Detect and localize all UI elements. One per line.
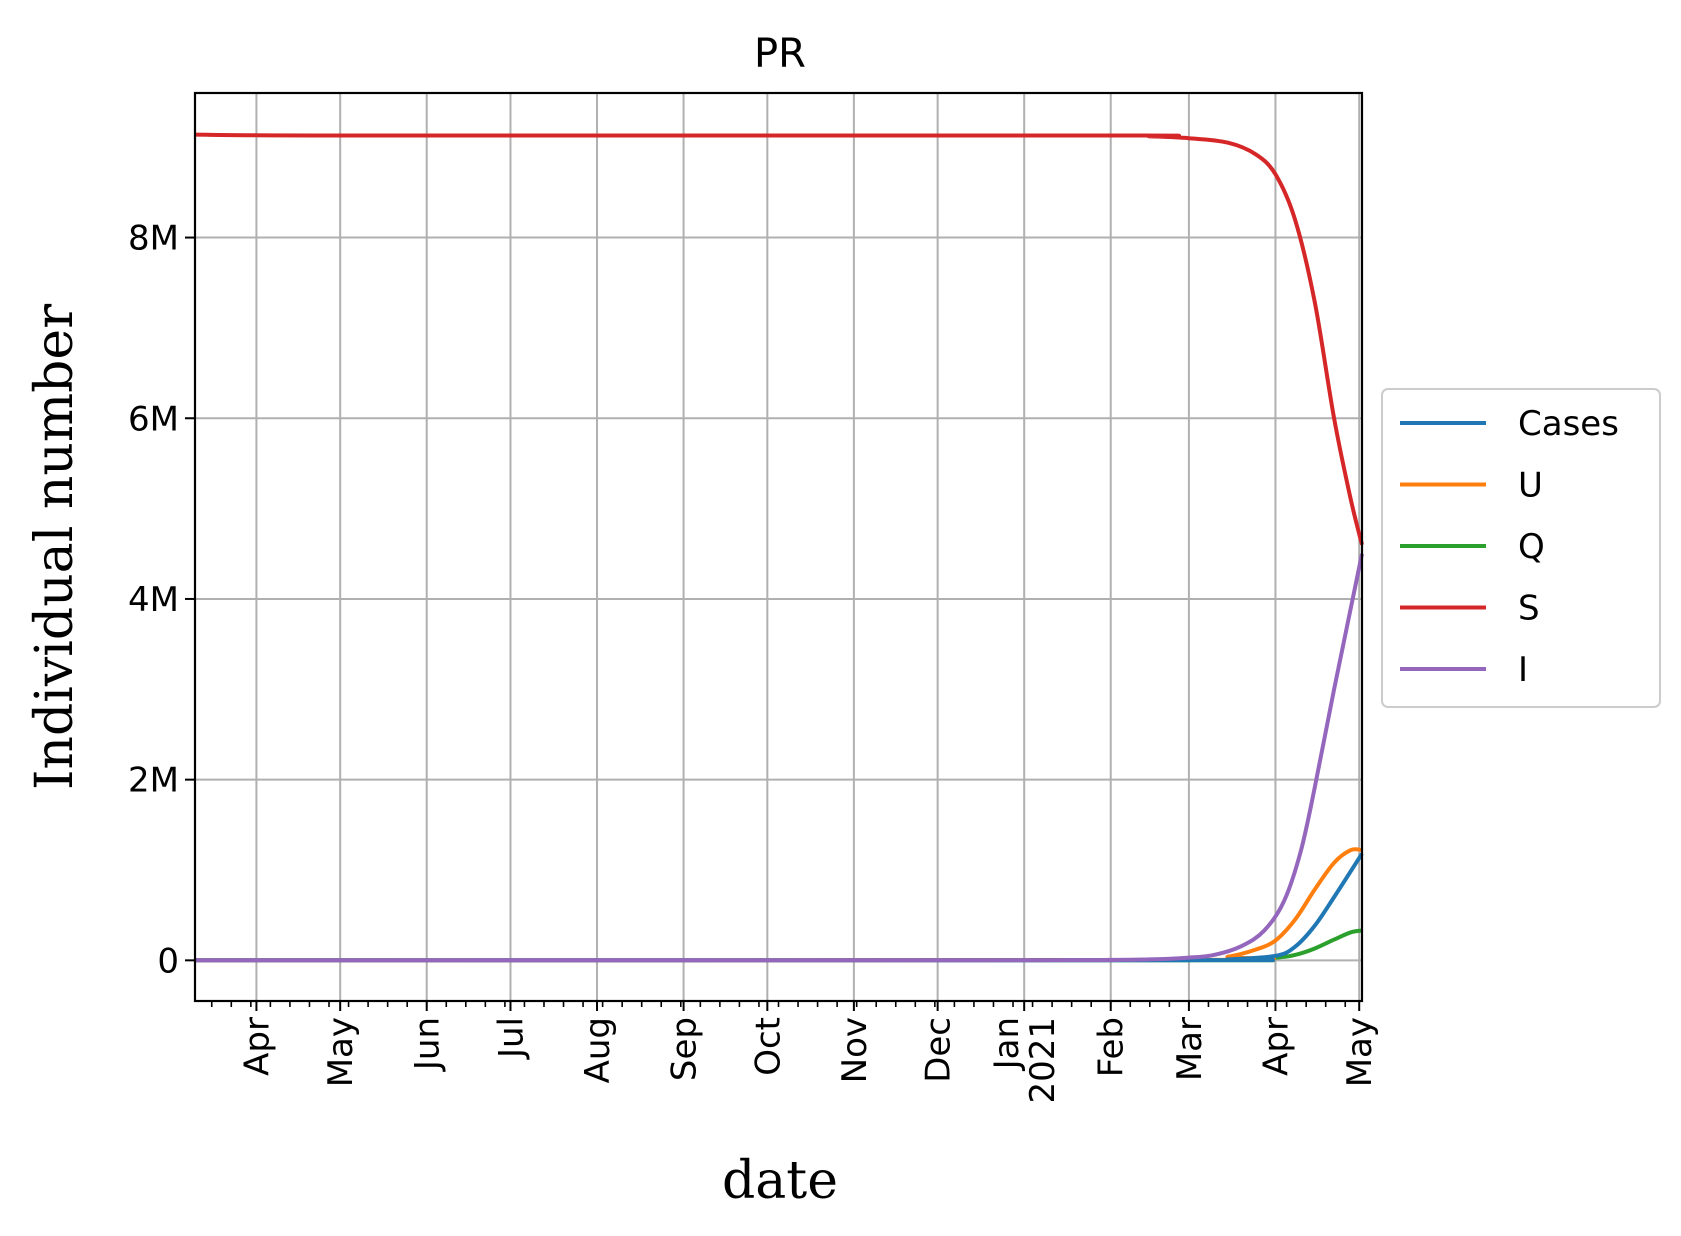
x-tick-label-line: Feb bbox=[1092, 1017, 1132, 1077]
y-tick-label: 0 bbox=[157, 941, 179, 981]
x-tick-label-line: Mar bbox=[1170, 1017, 1210, 1081]
x-tick-label-line: 2021 bbox=[1023, 1017, 1063, 1104]
x-tick-label: Nov bbox=[835, 1017, 875, 1083]
x-tick-label-line: Oct bbox=[748, 1017, 788, 1076]
series-lines bbox=[194, 132, 1364, 963]
x-tick-label: Apr bbox=[1256, 1017, 1296, 1076]
x-tick-label: May bbox=[321, 1017, 361, 1087]
x-tick-label-line: Apr bbox=[237, 1017, 277, 1076]
x-tick-label-line: Jul bbox=[491, 1017, 531, 1060]
legend-label-i: I bbox=[1518, 650, 1528, 690]
x-tick-label-line: Sep bbox=[665, 1017, 705, 1081]
y-tick-label: 4M bbox=[128, 580, 179, 620]
x-tick-label: Oct bbox=[748, 1017, 788, 1076]
y-axis-label: Individual number bbox=[25, 304, 85, 790]
x-tick-label-line: Jan bbox=[987, 1017, 1027, 1071]
chart-title: PR bbox=[754, 31, 806, 77]
x-tick-label: Jun bbox=[408, 1017, 448, 1072]
x-tick-label: Jul bbox=[491, 1017, 531, 1060]
x-tick-label: Sep bbox=[665, 1017, 705, 1081]
y-tick-label: 6M bbox=[128, 399, 179, 439]
legend-label-u: U bbox=[1518, 466, 1543, 506]
legend-box bbox=[1381, 388, 1661, 708]
x-tick-label: Dec bbox=[919, 1017, 959, 1083]
legend-label-s: S bbox=[1518, 589, 1540, 629]
series-line-s bbox=[194, 132, 1364, 546]
x-tick-label: Apr bbox=[237, 1017, 277, 1076]
x-axis: Apr May Jun Jul Aug Sep Oct Nov Dec Jan2021 Feb Mar… bbox=[210, 1001, 1380, 1104]
x-tick-label-line: May bbox=[321, 1017, 361, 1087]
x-axis-label: date bbox=[722, 1151, 838, 1211]
x-tick-label-line: Aug bbox=[578, 1017, 618, 1083]
series-line-i bbox=[194, 553, 1364, 963]
legend-label-cases: Cases bbox=[1518, 404, 1619, 444]
x-tick-label: Mar bbox=[1170, 1017, 1210, 1081]
y-axis: 0 2M 4M 6M 8M bbox=[128, 219, 195, 981]
x-tick-label: May bbox=[1340, 1017, 1380, 1087]
x-tick-label: Feb bbox=[1092, 1017, 1132, 1077]
x-tick-label-line: Nov bbox=[835, 1017, 875, 1083]
legend-label-q: Q bbox=[1518, 527, 1545, 567]
y-tick-label: 8M bbox=[128, 219, 179, 259]
x-tick-label-line: Dec bbox=[919, 1017, 959, 1083]
x-tick-label-line: May bbox=[1340, 1017, 1380, 1087]
x-tick-label-line: Apr bbox=[1256, 1017, 1296, 1076]
x-tick-label: Aug bbox=[578, 1017, 618, 1083]
x-tick-label-line: Jun bbox=[408, 1017, 448, 1072]
y-tick-label: 2M bbox=[128, 761, 179, 801]
x-tick-label: Jan2021 bbox=[987, 1017, 1063, 1104]
